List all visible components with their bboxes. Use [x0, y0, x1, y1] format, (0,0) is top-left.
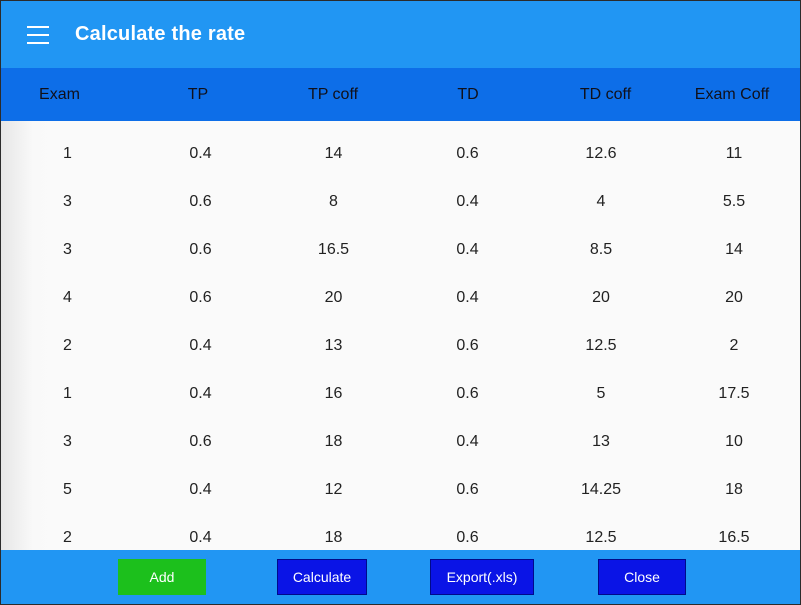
cell-td: 0.6: [456, 145, 479, 162]
cell-td: 0.6: [456, 337, 479, 354]
cell-tp: 0.6: [189, 193, 212, 210]
cell-td-coff: 14.25: [580, 481, 622, 498]
cell-td: 0.4: [456, 193, 479, 210]
cell-td: 0.4: [456, 241, 479, 258]
cell-td: 0.4: [456, 289, 479, 306]
cell-exam: 1: [63, 385, 72, 402]
cell-exam: 3: [63, 193, 72, 210]
table-row[interactable]: 5 0.4 12 0.6 14.25 18: [1, 466, 800, 514]
cell-exam-coff: 10: [725, 433, 743, 450]
cell-tp-coff: 14: [324, 145, 343, 162]
cell-exam: 5: [63, 481, 72, 498]
cell-exam-coff: 20: [725, 289, 743, 306]
hamburger-menu-icon[interactable]: [27, 25, 49, 44]
table-row[interactable]: 2 0.4 13 0.6 12.5 2: [1, 322, 800, 370]
app-bar: Calculate the rate: [1, 1, 800, 68]
column-header-td: TD: [457, 85, 479, 103]
cell-exam: 2: [63, 337, 72, 354]
cell-exam: 3: [63, 241, 72, 258]
add-button[interactable]: Add: [118, 559, 206, 595]
cell-exam: 2: [63, 529, 72, 546]
table-row[interactable]: 3 0.6 18 0.4 13 10: [1, 418, 800, 466]
column-header-exam: Exam: [39, 85, 80, 103]
cell-td-coff: 20: [592, 289, 610, 306]
cell-tp-coff: 13: [324, 337, 343, 354]
table-row[interactable]: 4 0.6 20 0.4 20 20: [1, 274, 800, 322]
cell-td-coff: 13: [592, 433, 610, 450]
cell-td-coff: 12.5: [585, 529, 617, 546]
cell-tp-coff: 20: [324, 289, 343, 306]
cell-td-coff: 4: [596, 193, 606, 210]
cell-tp: 0.6: [189, 241, 212, 258]
cell-tp-coff: 16: [324, 385, 343, 402]
cell-tp-coff: 12: [324, 481, 343, 498]
cell-exam: 4: [63, 289, 72, 306]
cell-td-coff: 12.5: [585, 337, 617, 354]
cell-tp: 0.6: [189, 433, 212, 450]
cell-exam-coff: 17.5: [718, 385, 750, 402]
cell-td: 0.4: [456, 433, 479, 450]
cell-td-coff: 8.5: [589, 241, 613, 258]
bottom-action-bar: Add Calculate Export(.xls) Close: [1, 550, 800, 604]
column-header-tp: TP: [187, 85, 209, 103]
cell-td: 0.6: [456, 481, 479, 498]
cell-tp-coff: 8: [329, 193, 338, 210]
cell-tp-coff: 18: [324, 433, 343, 450]
cell-tp: 0.4: [189, 481, 212, 498]
table-row[interactable]: 1 0.4 16 0.6 5 17.5: [1, 370, 800, 418]
cell-tp: 0.4: [189, 337, 212, 354]
column-header-exam-coff: Exam Coff: [694, 85, 770, 103]
cell-td-coff: 12.6: [585, 145, 617, 162]
cell-exam-coff: 11: [725, 145, 743, 162]
table-row[interactable]: 2 0.4 18 0.6 12.5 16.5: [1, 514, 800, 550]
cell-tp-coff: 18: [324, 529, 343, 546]
cell-tp: 0.4: [189, 385, 212, 402]
cell-exam-coff: 18: [725, 481, 743, 498]
cell-tp-coff: 16.5: [317, 241, 350, 258]
column-header-tp-coff: TP coff: [307, 85, 359, 103]
cell-tp: 0.4: [189, 529, 212, 546]
cell-exam-coff: 16.5: [718, 529, 750, 546]
table-row[interactable]: 3 0.6 8 0.4 4 5.5: [1, 178, 800, 226]
close-button[interactable]: Close: [598, 559, 686, 595]
table-header: Exam TP TP coff TD TD coff Exam Coff: [1, 68, 800, 121]
table-row[interactable]: 1 0.4 14 0.6 12.6 11: [1, 130, 800, 178]
table-body[interactable]: 1 0.4 14 0.6 12.6 11 3 0.6 8 0.4 4 5.5 3…: [1, 121, 800, 550]
table-row[interactable]: 3 0.6 16.5 0.4 8.5 14: [1, 226, 800, 274]
cell-exam-coff: 5.5: [722, 193, 746, 210]
cell-exam: 3: [63, 433, 72, 450]
cell-exam: 1: [63, 145, 72, 162]
cell-td-coff: 5: [596, 385, 606, 402]
cell-tp: 0.4: [189, 145, 212, 162]
cell-td: 0.6: [456, 529, 479, 546]
cell-exam-coff: 2: [729, 337, 739, 354]
cell-tp: 0.6: [189, 289, 212, 306]
page-title: Calculate the rate: [75, 23, 246, 45]
cell-td: 0.6: [456, 385, 479, 402]
cell-exam-coff: 14: [725, 241, 743, 258]
column-header-td-coff: TD coff: [579, 85, 632, 103]
export-xls-button[interactable]: Export(.xls): [430, 559, 534, 595]
calculate-button[interactable]: Calculate: [277, 559, 367, 595]
